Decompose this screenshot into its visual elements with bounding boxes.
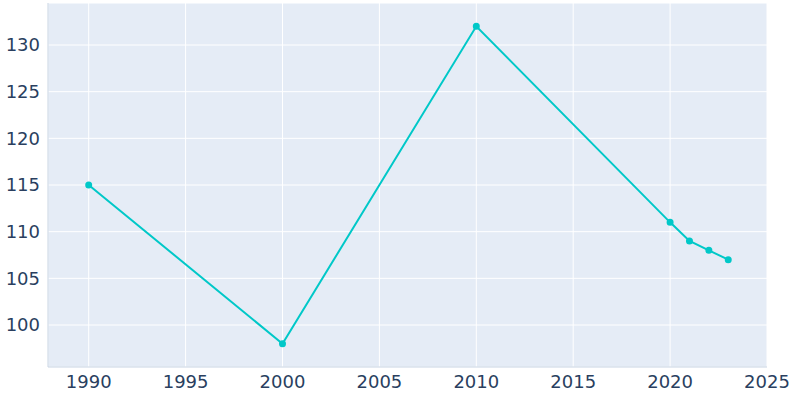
svg-text:2010: 2010	[453, 371, 499, 392]
svg-text:2005: 2005	[356, 371, 402, 392]
svg-text:2025: 2025	[744, 371, 790, 392]
svg-text:1995: 1995	[163, 371, 209, 392]
svg-text:125: 125	[8, 81, 40, 102]
svg-text:105: 105	[8, 268, 40, 289]
svg-text:1990: 1990	[66, 371, 112, 392]
svg-text:2015: 2015	[550, 371, 596, 392]
svg-text:110: 110	[8, 221, 40, 242]
svg-text:2000: 2000	[260, 371, 306, 392]
svg-text:130: 130	[8, 34, 40, 55]
svg-text:115: 115	[8, 174, 40, 195]
svg-text:2020: 2020	[647, 371, 693, 392]
svg-text:120: 120	[8, 128, 40, 149]
svg-text:100: 100	[8, 314, 40, 335]
